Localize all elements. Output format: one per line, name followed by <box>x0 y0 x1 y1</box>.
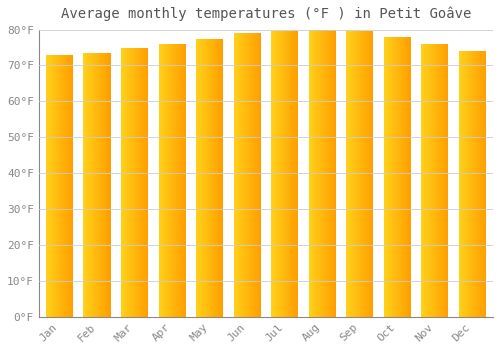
Title: Average monthly temperatures (°F ) in Petit Goâve: Average monthly temperatures (°F ) in Pe… <box>60 7 471 21</box>
